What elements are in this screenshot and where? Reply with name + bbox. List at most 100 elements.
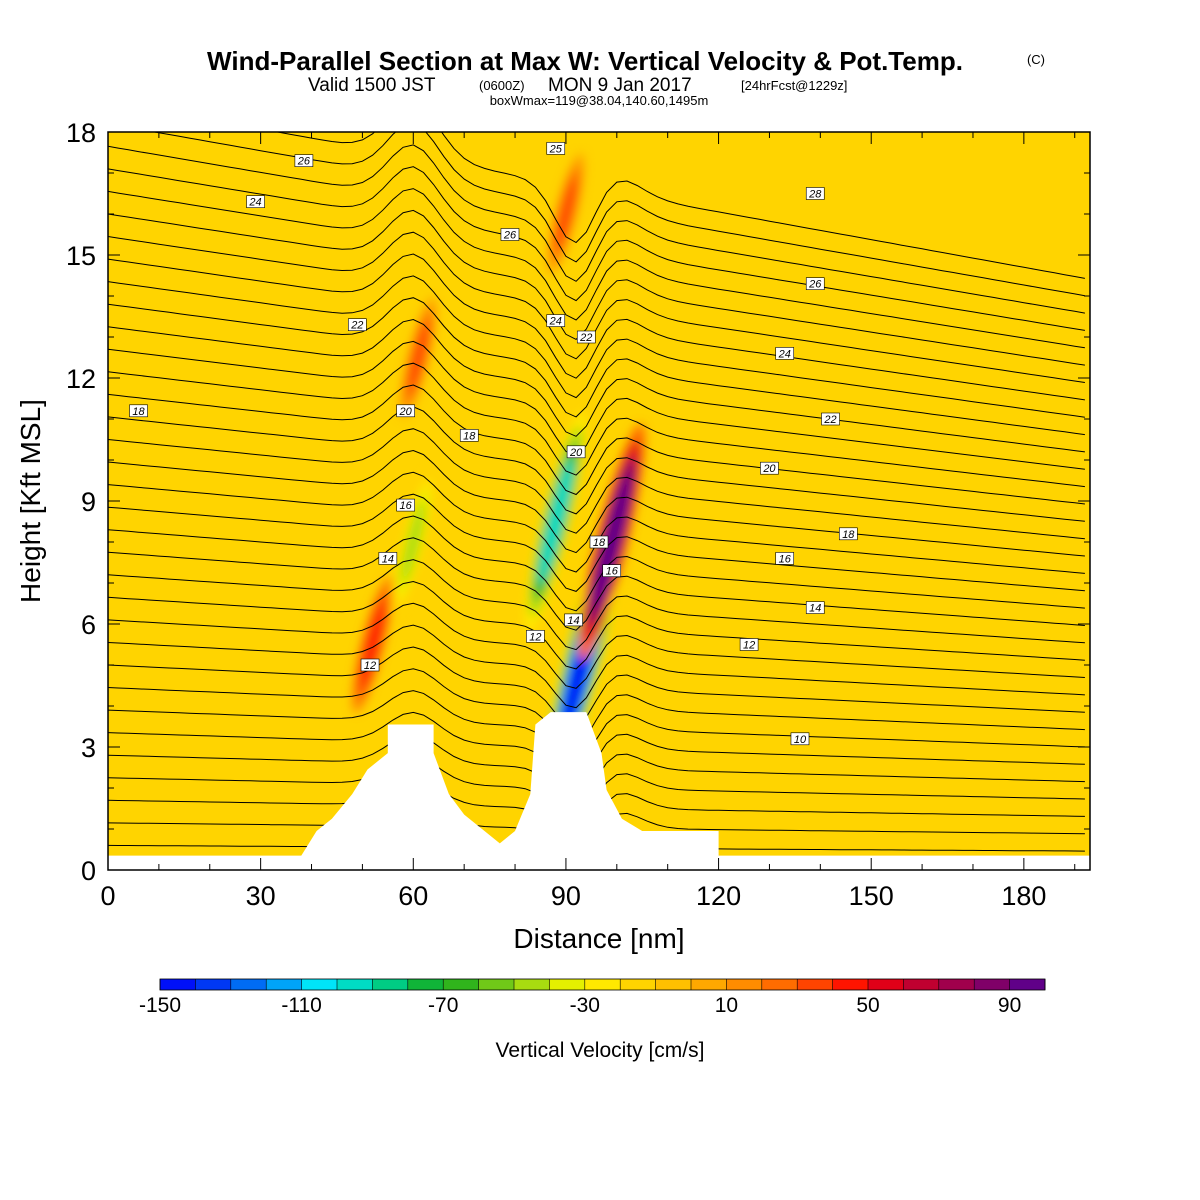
- colorbar-swatch: [301, 979, 338, 990]
- contour-label-box: [821, 412, 840, 426]
- velocity-cell-3-3: [538, 458, 573, 585]
- colorbar-tick-label: -30: [570, 994, 600, 1017]
- valid-date: MON 9 Jan 2017: [548, 75, 692, 96]
- contour-label: 12: [360, 658, 380, 672]
- contour-label-text: 26: [808, 279, 822, 291]
- contour-label-text: 20: [569, 447, 583, 459]
- x-tick-label: 90: [551, 881, 581, 911]
- contour-label-text: 22: [579, 332, 592, 344]
- box-max-info: boxWmax=119@38.04,140.60,1495m: [490, 93, 709, 108]
- colorbar-tick-label: -110: [281, 994, 321, 1017]
- theta-contour-line: [108, 188, 1085, 349]
- contour-label-text: 14: [809, 603, 821, 615]
- contour-label-box: [546, 142, 566, 155]
- contour-label-text: 24: [549, 316, 562, 328]
- contour-label-box: [129, 404, 148, 418]
- valid-utc: (0600Z): [479, 78, 525, 93]
- contour-label-box: [805, 601, 825, 614]
- colorbar-swatch: [691, 979, 727, 990]
- theta-contour-line: [108, 406, 1085, 522]
- colorbar-tick-label: -150: [139, 994, 181, 1017]
- x-tick-label: 120: [696, 881, 741, 911]
- contour-label-box: [396, 498, 415, 512]
- theta-contour-line: [108, 624, 1085, 709]
- contour-label: 20: [396, 404, 415, 418]
- colorbar-swatch: [1009, 979, 1046, 990]
- contour-label-text: 20: [762, 463, 776, 475]
- contour-label: 22: [576, 330, 596, 344]
- contour-label: 18: [459, 429, 479, 442]
- contour-label-box: [602, 564, 622, 578]
- colorbar-swatch: [514, 979, 550, 990]
- contour-label: 16: [602, 564, 622, 578]
- velocity-cell-1-3: [408, 322, 429, 393]
- contour-label-box: [459, 429, 479, 442]
- contour-label-text: 18: [842, 529, 855, 541]
- contour-label-box: [546, 314, 566, 327]
- colorbar-swatch: [868, 979, 904, 990]
- theta-contours: [108, 132, 1085, 870]
- theta-contour-line: [108, 231, 1085, 383]
- contour-label-text: 16: [400, 500, 413, 512]
- valid-time-line: Valid 1500 JST (0600Z) MON 9 Jan 2017 [2…: [308, 75, 847, 96]
- y-axis: 0 3 6 9 12 15 18: [66, 118, 1090, 886]
- contour-label-box: [790, 732, 810, 746]
- contour-label-text: 26: [297, 156, 311, 168]
- contour-label-text: 16: [779, 553, 792, 565]
- theta-contour-line: [108, 340, 1085, 470]
- contour-label: 18: [129, 404, 148, 418]
- theta-contour-line: [108, 209, 1085, 366]
- theta-contour-line: [108, 537, 1085, 631]
- colorbar-tick-label: -70: [428, 994, 458, 1017]
- y-tick-label: 9: [81, 487, 96, 517]
- x-tick-label: 150: [849, 881, 894, 911]
- colorbar-swatch: [372, 979, 409, 990]
- contour-label-text: 12: [364, 660, 376, 672]
- contour-label-box: [348, 318, 367, 332]
- contour-label: 12: [526, 629, 545, 643]
- terrain: [108, 712, 1090, 870]
- contour-label: 24: [546, 314, 566, 328]
- y-tick-label: 18: [66, 118, 96, 148]
- colorbar-swatch: [337, 979, 373, 990]
- contour-label: 18: [589, 535, 609, 549]
- theta-contour-line: [108, 690, 1085, 767]
- contour-label-box: [500, 228, 520, 241]
- contour-label: 14: [378, 552, 398, 565]
- colorbar-labels: -150 -110 -70 -30 10 50 90: [139, 994, 1021, 1017]
- colorbar-frame: [159, 978, 1046, 991]
- contour-label-box: [589, 535, 609, 549]
- colorbar-swatch: [443, 979, 480, 990]
- contour-label-text: 28: [808, 189, 822, 201]
- contour-label-box: [839, 527, 858, 541]
- contour-label-text: 14: [382, 553, 394, 565]
- colorbar-title: Vertical Velocity [cm/s]: [496, 1039, 705, 1062]
- contour-label: 14: [564, 613, 583, 627]
- y-tick-label: 15: [66, 241, 96, 271]
- theta-contour-line: [108, 384, 1085, 505]
- contour-label: 10: [790, 732, 810, 746]
- velocity-cell-2-3: [401, 500, 425, 584]
- contour-label: 12: [739, 638, 759, 652]
- contour-label: 22: [821, 412, 840, 426]
- contour-label-text: 10: [794, 734, 807, 746]
- contour-label: 16: [775, 552, 795, 565]
- theta-contour-line: [108, 449, 1085, 557]
- contour-label-box: [775, 347, 795, 360]
- theta-contour-line: [108, 559, 1085, 651]
- contour-label: 26: [805, 277, 825, 291]
- x-tick-label: 30: [246, 881, 276, 911]
- x-tick-label: 60: [398, 881, 428, 911]
- contour-label-text: 22: [823, 414, 836, 426]
- colorbar-swatch: [549, 979, 586, 990]
- colorbar-swatch: [761, 979, 798, 990]
- contour-label-box: [378, 552, 398, 565]
- contour-label: 25: [546, 142, 566, 155]
- colorbar-swatch: [407, 979, 444, 990]
- x-axis: 0 30 60 90 120 150 180: [100, 132, 1076, 911]
- theta-contour-line: [108, 493, 1085, 592]
- colorbar-swatch: [832, 979, 869, 990]
- theta-contour-line: [108, 166, 1085, 331]
- colorbar: [159, 978, 1046, 991]
- contour-label: 22: [348, 318, 367, 332]
